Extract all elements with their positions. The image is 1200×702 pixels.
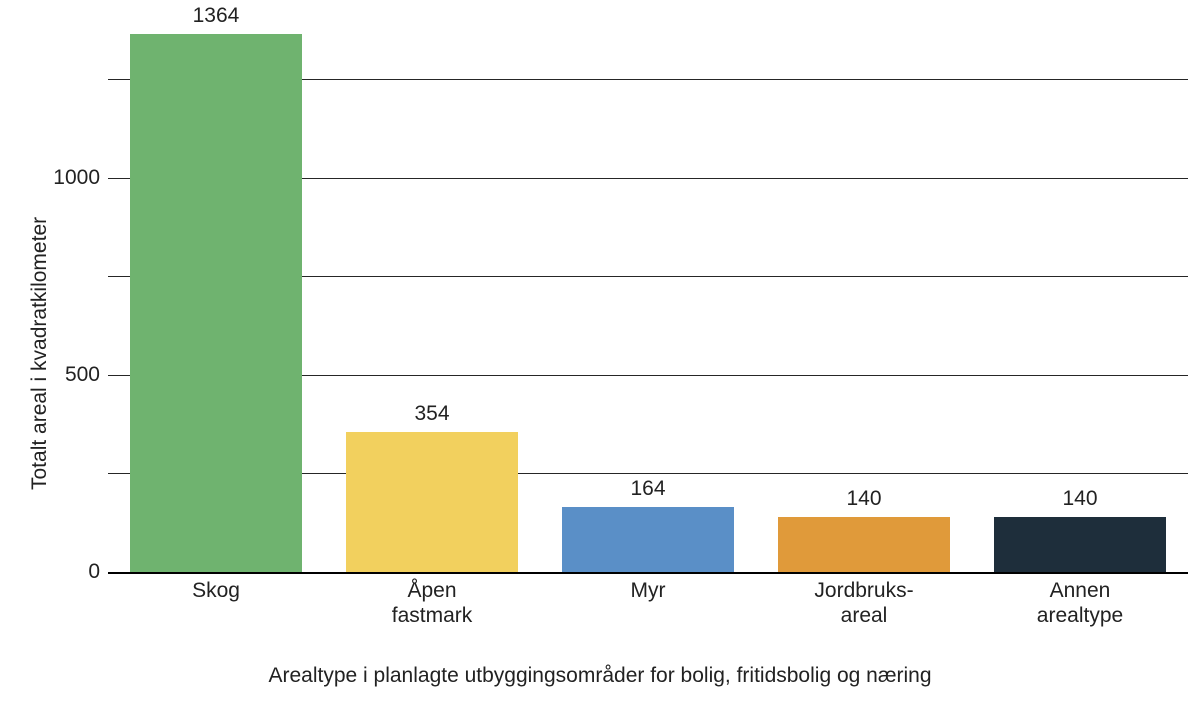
bar-value: 164 <box>562 477 735 501</box>
plot-area: 1364 354 164 140 140 <box>108 20 1188 572</box>
bar: 140 <box>778 517 951 572</box>
bar: 1364 <box>130 34 303 572</box>
bar: 164 <box>562 507 735 572</box>
y-tick-label: 500 <box>40 363 100 387</box>
x-tick-label: Skog <box>108 578 324 603</box>
bar-value: 140 <box>994 487 1167 511</box>
y-axis-label: Totalt areal i kvadratkilometer <box>28 217 52 490</box>
x-tick-label: Jordbruks- areal <box>756 578 972 628</box>
x-tick-label: Annen arealtype <box>972 578 1188 628</box>
y-tick-label: 0 <box>40 560 100 584</box>
y-tick-label: 1000 <box>40 166 100 190</box>
baseline <box>108 572 1188 574</box>
bar: 354 <box>346 432 519 572</box>
x-tick-label: Myr <box>540 578 756 603</box>
x-axis-label: Arealtype i planlagte utbyggingsområder … <box>0 664 1200 688</box>
bar-value: 354 <box>346 402 519 426</box>
bar-value: 1364 <box>130 4 303 28</box>
bar: 140 <box>994 517 1167 572</box>
x-tick-label: Åpen fastmark <box>324 578 540 628</box>
bar-value: 140 <box>778 487 951 511</box>
bar-chart: Totalt areal i kvadratkilometer 13643541… <box>0 0 1200 702</box>
